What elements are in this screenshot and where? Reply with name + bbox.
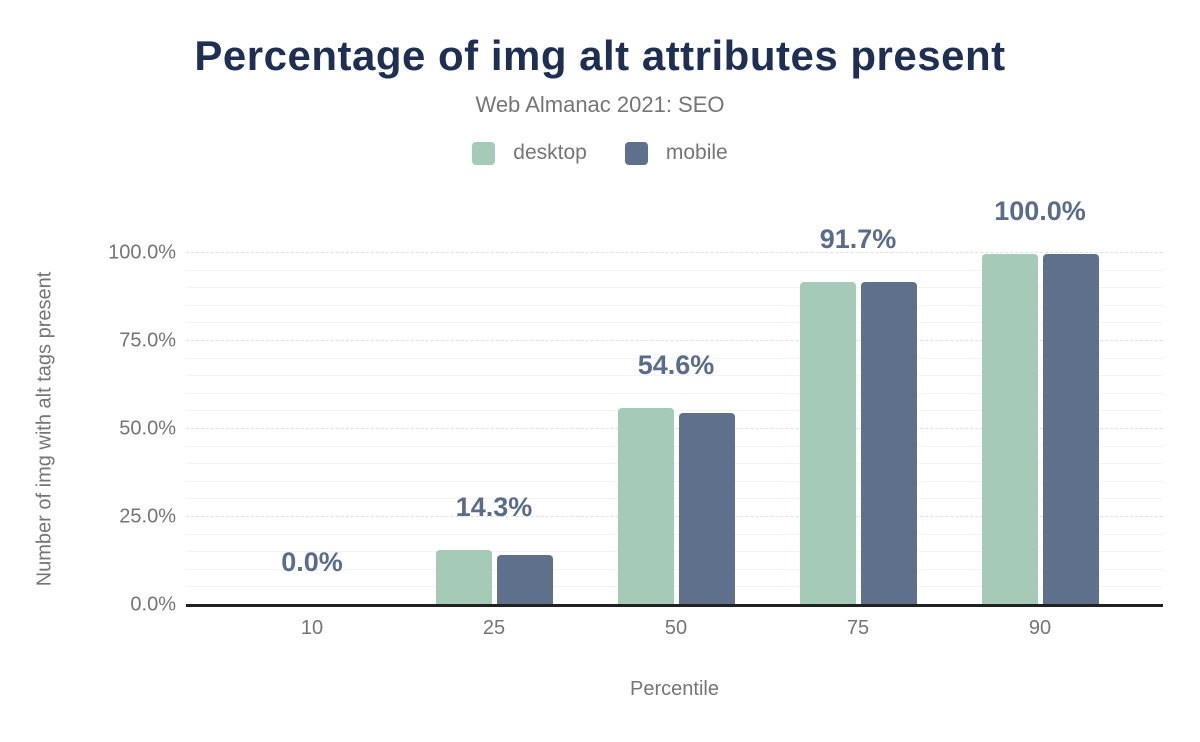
minor-gridline (186, 375, 1163, 377)
legend-swatch-icon (624, 141, 648, 165)
bar-groups: 0.0% 14.3% 54.6% 91.7% 100.0% (221, 196, 1131, 605)
mobile-bar (678, 412, 735, 605)
x-axis-ticks: 10 25 50 75 90 (221, 617, 1131, 640)
minor-gridline (186, 568, 1163, 570)
minor-gridline (186, 287, 1163, 289)
bar-group-p90: 100.0% (949, 196, 1131, 605)
x-tick-label: 75 (846, 617, 870, 639)
minor-gridline (186, 480, 1163, 482)
y-tick-label: 75.0% (119, 329, 176, 352)
data-label: 14.3% (455, 492, 533, 523)
x-axis-line (186, 604, 1163, 607)
x-tick-label: 25 (482, 617, 506, 639)
legend-item-desktop: desktop (472, 141, 587, 165)
legend-label: mobile (665, 141, 728, 164)
chart-subtitle: Web Almanac 2021: SEO (475, 92, 725, 117)
y-axis-ticks: 0.0% 25.0% 50.0% 75.0% 100.0% (0, 242, 176, 616)
minor-gridline (186, 392, 1163, 394)
bar-group-p50: 54.6% (585, 253, 767, 605)
minor-gridline (186, 498, 1163, 500)
desktop-bar (981, 254, 1038, 605)
x-tick-label: 90 (1028, 617, 1052, 639)
legend-swatch-icon (472, 141, 496, 165)
x-tick-label: 50 (664, 617, 688, 639)
desktop-bar (435, 550, 492, 605)
minor-gridline (186, 322, 1163, 324)
chart-title: Percentage of img alt attributes present (194, 32, 1006, 79)
bar-group-p25: 14.3% (403, 253, 585, 605)
minor-gridline (186, 586, 1163, 588)
major-gridline (186, 516, 1163, 517)
bar-pair (435, 550, 553, 605)
minor-gridline (186, 410, 1163, 412)
y-tick-label: 50.0% (119, 417, 176, 440)
data-label: 0.0% (281, 547, 343, 577)
major-gridline (186, 252, 1163, 253)
bar-group-p75: 91.7% (767, 224, 949, 605)
minor-gridline (186, 304, 1163, 306)
plot-area: 0.0% 14.3% 54.6% 91.7% 100.0% (186, 196, 1163, 607)
minor-gridline (186, 445, 1163, 447)
major-gridline (186, 340, 1163, 341)
desktop-bar (799, 281, 856, 605)
bar-pair (799, 281, 917, 605)
minor-gridline (186, 269, 1163, 271)
y-tick-label: 0.0% (130, 593, 176, 616)
minor-gridline (186, 533, 1163, 535)
legend-label: desktop (513, 141, 587, 164)
mobile-bar (1042, 254, 1099, 605)
bar-pair (617, 407, 735, 605)
x-tick-label: 10 (300, 617, 324, 639)
major-gridline (186, 428, 1163, 429)
mobile-bar (860, 282, 917, 605)
bar-group-p10: 0.0% (221, 253, 403, 605)
y-tick-label: 100.0% (108, 241, 176, 264)
legend-item-mobile: mobile (624, 141, 728, 165)
minor-gridline (186, 463, 1163, 465)
desktop-bar (617, 407, 674, 605)
minor-gridline (186, 357, 1163, 359)
data-label: 91.7% (819, 223, 897, 254)
x-axis-title: Percentile (630, 678, 719, 700)
mobile-bar (496, 554, 553, 605)
y-tick-label: 25.0% (119, 505, 176, 528)
data-label: 100.0% (994, 196, 1086, 227)
minor-gridline (186, 551, 1163, 553)
bar-pair (981, 254, 1099, 605)
data-label: 54.6% (637, 349, 715, 380)
legend: desktop mobile (0, 141, 1200, 165)
